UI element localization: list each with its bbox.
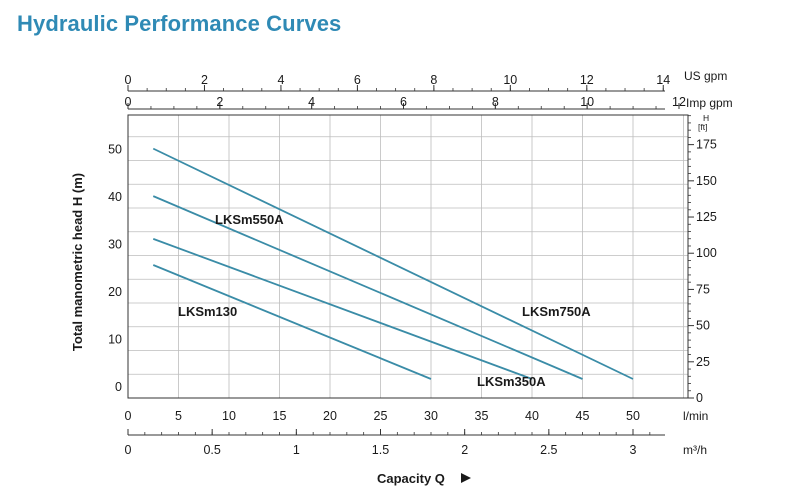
axis-ticks: 0 2 4 6 8 10 12 140 2 4 6 8 10 120 5 10 15 20 25 30 35 40 45 50…: [108, 73, 717, 457]
us-gpm-tick-label: 4: [277, 73, 284, 87]
imp-gpm-tick-label: 2: [216, 95, 223, 109]
series-label-lksm750a: LKSm750A: [522, 304, 591, 319]
grid: [128, 115, 688, 398]
l-min-tick-label: 15: [273, 409, 287, 423]
page-title: Hydraulic Performance Curves: [17, 11, 342, 36]
l-min-tick-label: 35: [475, 409, 489, 423]
m3h-tick-label: 1: [293, 443, 300, 457]
m3h-tick-label: 2: [461, 443, 468, 457]
us-gpm-unit-label: US gpm: [684, 69, 727, 83]
series-lines: LKSm130 LKSm350A LKSm550A LKSm750A: [152, 147, 634, 389]
imp-gpm-unit-label: Imp gpm: [686, 96, 733, 110]
y-left-tick-label: 20: [108, 285, 122, 299]
plot-frame: [127, 114, 689, 399]
m3h-tick-label: 1.5: [372, 443, 389, 457]
series-line-lksm550a: [152, 195, 583, 380]
plot-border: [127, 114, 689, 399]
us-gpm-tick-label: 12: [580, 73, 594, 87]
y-right-tick-label: 150: [696, 174, 717, 188]
x-axis-arrow-icon: [461, 473, 471, 483]
series-line-lksm130: [152, 264, 432, 380]
m3h-tick-label: 0.5: [203, 443, 220, 457]
y-right-tick-label: 75: [696, 282, 710, 296]
l-min-tick-label: 50: [626, 409, 640, 423]
series-line-lksm750a: [152, 147, 634, 380]
l-min-tick-label: 0: [125, 409, 132, 423]
series-line-lksm350a: [152, 238, 533, 380]
m3h-tick-label: 0: [125, 443, 132, 457]
us-gpm-tick-label: 0: [125, 73, 132, 87]
series-label-lksm550a: LKSm550A: [215, 212, 284, 227]
y-right-tick-label: 0: [696, 391, 703, 405]
y-right-tick-label: 175: [696, 138, 717, 152]
l-min-tick-label: 5: [175, 409, 182, 423]
y-left-tick-label: 10: [108, 333, 122, 347]
right-axis-unit-h: H: [703, 113, 709, 123]
us-gpm-tick-label: 2: [201, 73, 208, 87]
imp-gpm-tick-label: 12: [672, 95, 686, 109]
l-min-tick-label: 40: [525, 409, 539, 423]
l-min-tick-label: 30: [424, 409, 438, 423]
us-gpm-tick-label: 6: [354, 73, 361, 87]
series-label-lksm350a: LKSm350A: [477, 374, 546, 389]
us-gpm-tick-label: 14: [656, 73, 670, 87]
imp-gpm-tick-label: 0: [125, 95, 132, 109]
us-gpm-tick-label: 8: [430, 73, 437, 87]
l-min-tick-label: 10: [222, 409, 236, 423]
l-min-tick-label: 25: [374, 409, 388, 423]
imp-gpm-tick-label: 4: [308, 95, 315, 109]
y-left-tick-label: 50: [108, 143, 122, 157]
imp-gpm-tick-label: 8: [492, 95, 499, 109]
x-axis-title: Capacity Q: [377, 471, 445, 486]
us-gpm-tick-label: 10: [503, 73, 517, 87]
l-min-tick-label: 20: [323, 409, 337, 423]
series-label-lksm130: LKSm130: [178, 304, 237, 319]
y-axis-title: Total manometric head H (m): [70, 173, 85, 351]
y-right-tick-label: 125: [696, 210, 717, 224]
y-right-tick-label: 100: [696, 246, 717, 260]
l-min-unit-label: l/min: [683, 409, 708, 423]
m3h-tick-label: 2.5: [540, 443, 557, 457]
y-left-tick-label: 40: [108, 190, 122, 204]
right-axis-unit-ft: [ft]: [698, 122, 707, 132]
m3h-tick-label: 3: [630, 443, 637, 457]
y-right-tick-label: 25: [696, 355, 710, 369]
y-right-tick-label: 50: [696, 319, 710, 333]
imp-gpm-tick-label: 6: [400, 95, 407, 109]
imp-gpm-tick-label: 10: [580, 95, 594, 109]
y-left-tick-label: 30: [108, 238, 122, 252]
m3h-unit-label: m³/h: [683, 443, 707, 457]
y-left-tick-label: 0: [115, 380, 122, 394]
l-min-tick-label: 45: [576, 409, 590, 423]
